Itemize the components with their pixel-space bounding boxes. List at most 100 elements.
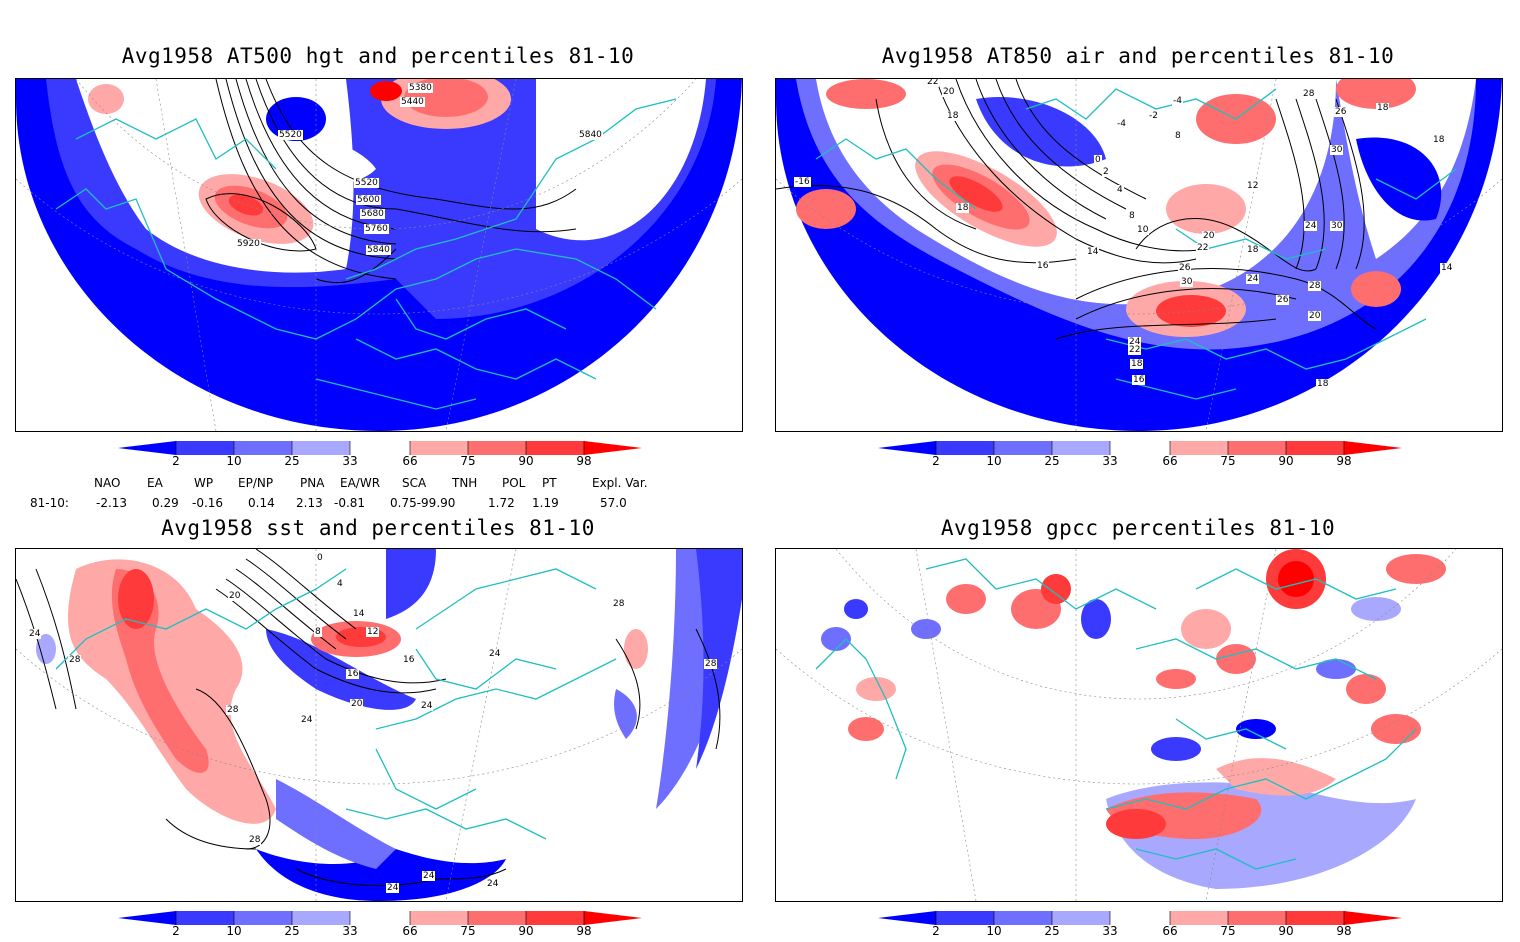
panel-title-air: Avg1958 AT850 air and percentiles 81-10 [881, 44, 1395, 68]
contour-label: 18 [1376, 103, 1390, 113]
contour-label: 5680 [360, 209, 385, 219]
index-header: EA/WR [340, 476, 381, 490]
colorbar-svg [118, 911, 642, 925]
map-panel-air: 22 20 18 -16 -4 -2 -4 8 0 2 4 8 10 18 16… [775, 78, 1503, 432]
contour-label: 30 [1180, 277, 1194, 287]
contour-label: 14 [1086, 247, 1100, 257]
contour-label: 24 [420, 701, 434, 711]
colorbar-top-left: 2 10 25 33 66 75 90 98 [118, 440, 642, 472]
contour-label: 28 [68, 655, 82, 665]
colorbar-label: 98 [1336, 924, 1352, 938]
colorbar-label: 33 [342, 454, 358, 468]
contour-label: 26 [1334, 107, 1348, 117]
colorbar-label: 66 [402, 924, 418, 938]
contour-label: 16 [402, 655, 416, 665]
contour-label: 16 [1132, 375, 1146, 385]
index-value: 57.0 [600, 496, 627, 510]
colorbar-label: 90 [1278, 454, 1294, 468]
index-value: 2.13 [296, 496, 323, 510]
colorbar-label: 33 [1102, 454, 1118, 468]
index-header: PNA [300, 476, 325, 490]
contour-label: 8 [314, 627, 322, 637]
contour-label: 26 [1178, 263, 1192, 273]
colorbar-label: 33 [342, 924, 358, 938]
contour-label: 22 [926, 78, 940, 87]
colorbar-label: 98 [576, 924, 592, 938]
map-panel-hgt: 5380 5440 5520 5840 5520 5600 5680 5760 … [15, 78, 743, 432]
map-air-svg [776, 79, 1502, 431]
colorbar-svg [878, 911, 1402, 925]
contour-label: 28 [248, 835, 262, 845]
index-value: 0.75-99.90 [390, 496, 456, 510]
contour-label: 0 [316, 553, 324, 563]
map-panel-sst: 24 28 20 0 4 8 12 14 16 16 20 24 24 24 2… [15, 548, 743, 902]
colorbar-label: 25 [284, 454, 300, 468]
contour-label: -4 [1172, 96, 1183, 106]
colorbar-label: 10 [986, 924, 1002, 938]
index-header: EP/NP [238, 476, 274, 490]
colorbar-label: 25 [1044, 924, 1060, 938]
contour-label: 24 [1304, 221, 1318, 231]
contour-label: 18 [1316, 379, 1330, 389]
map-gpcc-svg [776, 549, 1502, 901]
colorbar-label: 75 [1220, 924, 1236, 938]
contour-label: 5840 [578, 130, 603, 140]
contour-label: 2 [1102, 167, 1110, 177]
contour-label: 8 [1174, 131, 1182, 141]
contour-label: 22 [1196, 243, 1210, 253]
panel-title-hgt: Avg1958 AT500 hgt and percentiles 81-10 [121, 44, 635, 68]
colorbar-svg [878, 441, 1402, 455]
index-header: POL [502, 476, 526, 490]
contour-label: 22 [1128, 345, 1142, 355]
contour-label: 26 [1276, 295, 1290, 305]
map-hgt-svg [16, 79, 742, 431]
colorbar-label: 90 [1278, 924, 1294, 938]
contour-label: 18 [1246, 245, 1260, 255]
index-header: SCA [402, 476, 427, 490]
colorbar-top-right: 2 10 25 33 66 75 90 98 [878, 440, 1402, 472]
contour-label: 24 [300, 715, 314, 725]
contour-label: 28 [612, 599, 626, 609]
contour-label: 18 [1130, 359, 1144, 369]
contour-label: 20 [228, 591, 242, 601]
contour-label: 18 [946, 111, 960, 121]
contour-label: 24 [486, 879, 500, 889]
colorbar-label: 2 [932, 454, 940, 468]
contour-label: 24 [1246, 274, 1260, 284]
index-value: -0.81 [334, 496, 366, 510]
contour-label: 14 [352, 609, 366, 619]
contour-label: 30 [1330, 221, 1344, 231]
contour-label: 4 [1116, 185, 1124, 195]
contour-label: 12 [366, 627, 380, 637]
contour-label: 5440 [400, 97, 425, 107]
index-value: 0.14 [248, 496, 275, 510]
colorbar-label: 75 [460, 454, 476, 468]
index-value: -2.13 [96, 496, 128, 510]
contour-label: 10 [1136, 225, 1150, 235]
contour-label: 24 [386, 883, 400, 893]
index-value: 1.72 [488, 496, 515, 510]
contour-label: 18 [956, 203, 970, 213]
contour-label: 28 [704, 659, 718, 669]
colorbar-label: 2 [172, 924, 180, 938]
contour-label: 8 [1128, 211, 1136, 221]
colorbar-label: 66 [1162, 454, 1178, 468]
contour-label: 5380 [408, 83, 433, 93]
index-row-label: 81-10: [30, 496, 69, 510]
index-header: WP [194, 476, 214, 490]
colorbar-label: 2 [172, 454, 180, 468]
contour-label: 20 [350, 699, 364, 709]
contour-label: -4 [1116, 119, 1127, 129]
contour-label: 0 [1094, 155, 1102, 165]
map-sst-svg [16, 549, 742, 901]
colorbar-label: 25 [1044, 454, 1060, 468]
contour-label: 24 [422, 871, 436, 881]
index-header: Expl. Var. [592, 476, 648, 490]
contour-label: 24 [1128, 337, 1142, 347]
colorbar-label: 10 [226, 924, 242, 938]
colorbar-label: 75 [460, 924, 476, 938]
contour-label: 5520 [278, 130, 303, 140]
colorbar-label: 10 [986, 454, 1002, 468]
contour-label: 20 [1202, 231, 1216, 241]
index-header: NAO [94, 476, 121, 490]
